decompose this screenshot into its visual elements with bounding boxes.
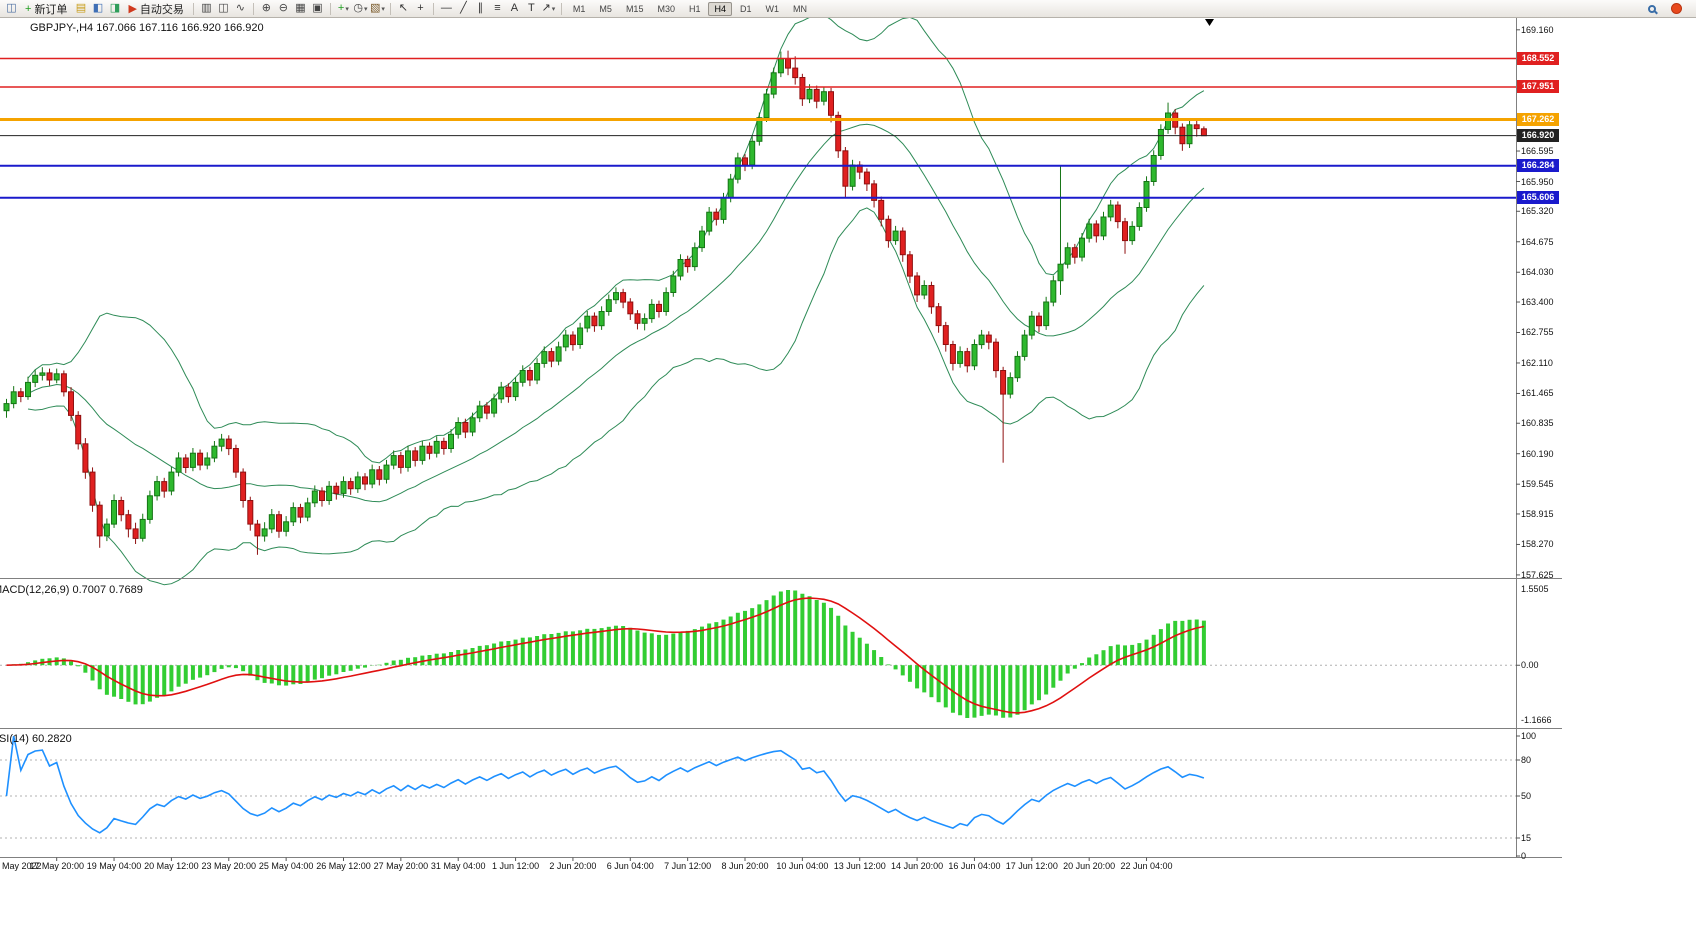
timeframe-m1-button[interactable]: M1 <box>572 3 586 14</box>
chart-shift-marker[interactable] <box>1205 19 1214 26</box>
autotrading-button[interactable]: ▶ 自动交易 <box>123 1 188 16</box>
crosshair-icon: + <box>417 2 424 14</box>
new-order-button[interactable]: + 新订单 <box>20 1 72 16</box>
chart-canvas[interactable] <box>0 0 1696 900</box>
cascade-windows-icon: ▣ <box>312 2 323 14</box>
candles-layer <box>3 50 1207 555</box>
toolbar-main-group: ◫ + 新订单 ▤ ◧ ◨ ▶ 自动交易 ▥ ◫ ∿ ⊕ ⊖ ▦ ▣ + ▾ ◷ ▾ ▧ ▾ ↖ + — ╱ ∥ ≡ A T ↗ ▾ <box>3 0 566 17</box>
crosshair-icon[interactable]: + <box>412 1 429 16</box>
timeframe-m30-button[interactable]: M30 <box>657 3 675 14</box>
tile-windows-icon[interactable]: ▦ <box>292 1 309 16</box>
timeframe-h4-button[interactable]: H4 <box>708 1 732 16</box>
market-watch-icon: ◧ <box>92 2 104 14</box>
chart-window-icon[interactable]: ◫ <box>3 1 20 16</box>
line-chart-icon: ∿ <box>235 2 246 14</box>
rsi-label: RSI(14) 60.2820 <box>0 733 72 745</box>
toolbar-separator <box>389 2 391 15</box>
zoom-out-icon: ⊖ <box>278 2 289 14</box>
search-icon <box>1647 4 1656 13</box>
timeframe-m15-button[interactable]: M15 <box>625 3 644 14</box>
arrows-icon[interactable]: ↗ ▾ <box>540 1 557 16</box>
bar-chart-icon[interactable]: ▥ <box>198 1 215 16</box>
toolbar-separator <box>329 2 331 15</box>
cursor-icon[interactable]: ↖ <box>395 1 412 16</box>
text-icon[interactable]: A <box>506 1 523 16</box>
cascade-windows-icon[interactable]: ▣ <box>309 1 326 16</box>
arrows-icon: ↗ <box>541 2 551 14</box>
autotrading-icon: ▶ <box>128 3 137 15</box>
indicators-icon[interactable]: + ▾ <box>335 1 352 16</box>
tile-windows-icon: ▦ <box>295 2 306 14</box>
toolbar: ◫ + 新订单 ▤ ◧ ◨ ▶ 自动交易 ▥ ◫ ∿ ⊕ ⊖ ▦ ▣ + ▾ ◷ ▾ ▧ ▾ ↖ + — ╱ ∥ ≡ A T ↗ ▾ M1 M… <box>0 0 1696 18</box>
candlestick-chart-icon[interactable]: ◫ <box>215 1 232 16</box>
profiles-icon: ▤ <box>75 2 87 14</box>
dropdown-caret-icon: ▾ <box>381 5 385 13</box>
market-watch-icon[interactable]: ◧ <box>89 1 106 16</box>
zoom-in-icon[interactable]: ⊕ <box>258 1 275 16</box>
price-level-lines-layer <box>0 57 1516 199</box>
cursor-icon: ↖ <box>398 2 409 14</box>
label-icon: T <box>528 2 535 14</box>
label-icon[interactable]: T <box>523 1 540 16</box>
candlestick-chart-icon: ◫ <box>218 2 229 14</box>
zoom-out-icon[interactable]: ⊖ <box>275 1 292 16</box>
new-order-button-label: 新订单 <box>34 3 68 16</box>
fibonacci-icon: ≡ <box>494 2 501 14</box>
horizontal-line-icon: — <box>440 2 452 14</box>
bollinger-bands-layer <box>27 14 1205 586</box>
new-order-icon: + <box>25 2 32 15</box>
trendline-icon: ╱ <box>460 2 467 14</box>
timeframe-mn-button[interactable]: MN <box>793 3 808 14</box>
templates-icon: ▧ <box>369 2 381 14</box>
timeframe-h1-button[interactable]: H1 <box>688 3 701 14</box>
timeframe-m5-button[interactable]: M5 <box>599 3 612 14</box>
dropdown-caret-icon: ▾ <box>363 5 368 13</box>
channel-icon: ∥ <box>477 2 484 14</box>
channel-icon[interactable]: ∥ <box>472 1 489 16</box>
timeframe-w1-button[interactable]: W1 <box>765 3 780 14</box>
macd-signal-line <box>6 597 1205 714</box>
zoom-in-icon: ⊕ <box>261 2 272 14</box>
dropdown-caret-icon: ▾ <box>345 5 349 13</box>
toolbar-separator <box>432 2 434 15</box>
horizontal-line-icon[interactable]: — <box>438 1 455 16</box>
timeframe-d1-button[interactable]: D1 <box>740 3 752 14</box>
toolbar-separator <box>192 2 194 15</box>
periods-icon: ◷ <box>353 2 363 14</box>
macd-label: MACD(12,26,9) 0.7007 0.7689 <box>0 584 143 596</box>
notification-button[interactable] <box>1668 1 1685 16</box>
periods-icon[interactable]: ◷ ▾ <box>352 1 369 16</box>
chart-window-icon: ◫ <box>6 2 17 14</box>
templates-icon[interactable]: ▧ ▾ <box>369 1 386 16</box>
trendline-icon[interactable]: ╱ <box>455 1 472 16</box>
profiles-icon[interactable]: ▤ <box>72 1 89 16</box>
toolbar-right-group <box>1643 1 1693 16</box>
rsi-line <box>5 735 1205 834</box>
bar-chart-icon: ▥ <box>201 2 212 14</box>
toolbar-separator <box>560 2 562 15</box>
data-window-icon: ◨ <box>109 2 121 14</box>
chart-ohlc-title: GBPJPY-,H4 167.066 167.116 166.920 166.9… <box>30 22 264 34</box>
dropdown-caret-icon: ▾ <box>551 5 556 13</box>
notification-icon <box>1671 3 1682 14</box>
toolbar-timeframes-group: M1 M5 M15 M30 H1 H4 D1 W1 MN <box>566 0 814 17</box>
data-window-icon[interactable]: ◨ <box>106 1 123 16</box>
line-chart-icon[interactable]: ∿ <box>232 1 249 16</box>
toolbar-separator <box>252 2 254 15</box>
autotrading-button-label: 自动交易 <box>139 3 184 16</box>
macd-histogram-layer <box>11 590 1206 718</box>
indicators-icon: + <box>337 2 345 14</box>
text-icon: A <box>510 2 519 14</box>
fibonacci-icon[interactable]: ≡ <box>489 1 506 16</box>
search-button[interactable] <box>1643 1 1660 16</box>
